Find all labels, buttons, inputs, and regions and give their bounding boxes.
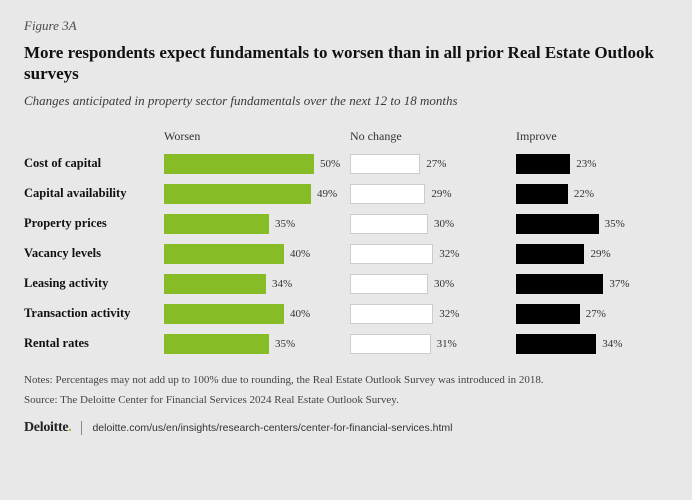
- col-worsen: 40%: [164, 304, 350, 324]
- footer-url: deloitte.com/us/en/insights/research-cen…: [92, 422, 452, 434]
- col-nochange: 31%: [350, 334, 516, 354]
- value-worsen: 40%: [290, 308, 310, 320]
- value-improve: 23%: [576, 158, 596, 170]
- chart-notes: Notes: Percentages may not add up to 100…: [24, 372, 668, 389]
- chart-area: Worsen No change Improve Cost of capital…: [24, 129, 668, 354]
- bar-nochange: [350, 154, 420, 174]
- footer: Deloitte. deloitte.com/us/en/insights/re…: [24, 420, 668, 436]
- bar-improve: [516, 154, 570, 174]
- bar-nochange: [350, 184, 425, 204]
- value-worsen: 34%: [272, 278, 292, 290]
- value-nochange: 32%: [439, 308, 459, 320]
- bar-nochange: [350, 334, 431, 354]
- chart-row: Transaction activity 40% 32% 27%: [24, 304, 668, 324]
- value-nochange: 32%: [439, 248, 459, 260]
- value-improve: 27%: [586, 308, 606, 320]
- row-label: Vacancy levels: [24, 246, 164, 261]
- row-label: Cost of capital: [24, 156, 164, 171]
- row-label: Rental rates: [24, 336, 164, 351]
- chart-row: Vacancy levels 40% 32% 29%: [24, 244, 668, 264]
- bar-nochange: [350, 214, 428, 234]
- bar-worsen: [164, 184, 311, 204]
- value-nochange: 30%: [434, 218, 454, 230]
- row-label: Leasing activity: [24, 276, 164, 291]
- col-improve: 27%: [516, 304, 666, 324]
- bar-improve: [516, 274, 603, 294]
- bar-nochange: [350, 304, 433, 324]
- chart-row: Cost of capital 50% 27% 23%: [24, 154, 668, 174]
- col-worsen: 35%: [164, 334, 350, 354]
- value-nochange: 31%: [437, 338, 457, 350]
- bar-worsen: [164, 214, 269, 234]
- row-label: Capital availability: [24, 186, 164, 201]
- value-improve: 37%: [609, 278, 629, 290]
- bar-worsen: [164, 154, 314, 174]
- value-improve: 34%: [602, 338, 622, 350]
- figure-label: Figure 3A: [24, 18, 668, 34]
- col-nochange: 32%: [350, 244, 516, 264]
- bar-improve: [516, 304, 580, 324]
- col-improve: 23%: [516, 154, 666, 174]
- value-improve: 22%: [574, 188, 594, 200]
- col-worsen: 50%: [164, 154, 350, 174]
- value-worsen: 49%: [317, 188, 337, 200]
- brand-logo: Deloitte.: [24, 420, 71, 436]
- value-improve: 29%: [590, 248, 610, 260]
- row-label: Transaction activity: [24, 306, 164, 321]
- col-worsen: 35%: [164, 214, 350, 234]
- chart-rows: Cost of capital 50% 27% 23% Capital availabi…: [24, 154, 668, 354]
- col-improve: 22%: [516, 184, 666, 204]
- bar-worsen: [164, 244, 284, 264]
- column-header-row: Worsen No change Improve: [24, 129, 668, 144]
- bar-worsen: [164, 274, 266, 294]
- bar-improve: [516, 244, 584, 264]
- chart-row: Capital availability 49% 29% 22%: [24, 184, 668, 204]
- col-nochange: 27%: [350, 154, 516, 174]
- col-improve: 35%: [516, 214, 666, 234]
- col-nochange: 29%: [350, 184, 516, 204]
- value-worsen: 40%: [290, 248, 310, 260]
- bar-worsen: [164, 334, 269, 354]
- footer-divider: [81, 421, 82, 435]
- value-worsen: 35%: [275, 338, 295, 350]
- chart-row: Leasing activity 34% 30% 37%: [24, 274, 668, 294]
- value-improve: 35%: [605, 218, 625, 230]
- col-improve: 29%: [516, 244, 666, 264]
- col-worsen: 34%: [164, 274, 350, 294]
- col-nochange: 30%: [350, 214, 516, 234]
- col-improve: 37%: [516, 274, 666, 294]
- col-worsen: 49%: [164, 184, 350, 204]
- col-nochange: 32%: [350, 304, 516, 324]
- chart-source: Source: The Deloitte Center for Financia…: [24, 394, 668, 406]
- col-improve: 34%: [516, 334, 666, 354]
- value-nochange: 30%: [434, 278, 454, 290]
- value-worsen: 50%: [320, 158, 340, 170]
- bar-worsen: [164, 304, 284, 324]
- chart-title: More respondents expect fundamentals to …: [24, 42, 668, 85]
- value-nochange: 27%: [426, 158, 446, 170]
- bar-improve: [516, 334, 596, 354]
- chart-row: Property prices 35% 30% 35%: [24, 214, 668, 234]
- col-head-nochange: No change: [350, 129, 402, 144]
- row-label: Property prices: [24, 216, 164, 231]
- col-worsen: 40%: [164, 244, 350, 264]
- value-nochange: 29%: [431, 188, 451, 200]
- col-nochange: 30%: [350, 274, 516, 294]
- bar-nochange: [350, 274, 428, 294]
- col-head-improve: Improve: [516, 129, 557, 144]
- bar-improve: [516, 184, 568, 204]
- chart-row: Rental rates 35% 31% 34%: [24, 334, 668, 354]
- col-head-worsen: Worsen: [164, 129, 200, 144]
- chart-subtitle: Changes anticipated in property sector f…: [24, 93, 668, 109]
- bar-nochange: [350, 244, 433, 264]
- value-worsen: 35%: [275, 218, 295, 230]
- bar-improve: [516, 214, 599, 234]
